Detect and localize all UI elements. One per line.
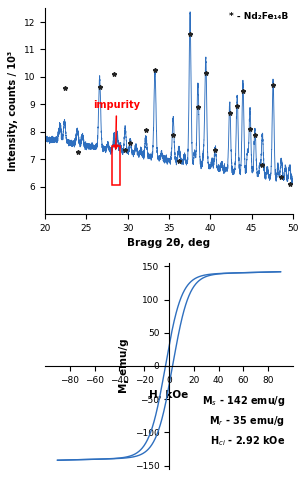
- Text: M$_s$ - 142 emu/g
M$_r$ - 35 emu/g
H$_{ci}$ - 2.92 kOe: M$_s$ - 142 emu/g M$_r$ - 35 emu/g H$_{c…: [202, 395, 286, 448]
- Text: * - Nd₂Fe₁₄B: * - Nd₂Fe₁₄B: [229, 12, 288, 22]
- Bar: [112, 145, 120, 185]
- Y-axis label: M, emu/g: M, emu/g: [119, 339, 129, 393]
- Y-axis label: Intensity, counts / 10³: Intensity, counts / 10³: [8, 51, 18, 171]
- X-axis label: H, kOe: H, kOe: [150, 390, 188, 400]
- X-axis label: Bragg 2θ, deg: Bragg 2θ, deg: [127, 239, 211, 249]
- Text: impurity: impurity: [93, 100, 140, 149]
